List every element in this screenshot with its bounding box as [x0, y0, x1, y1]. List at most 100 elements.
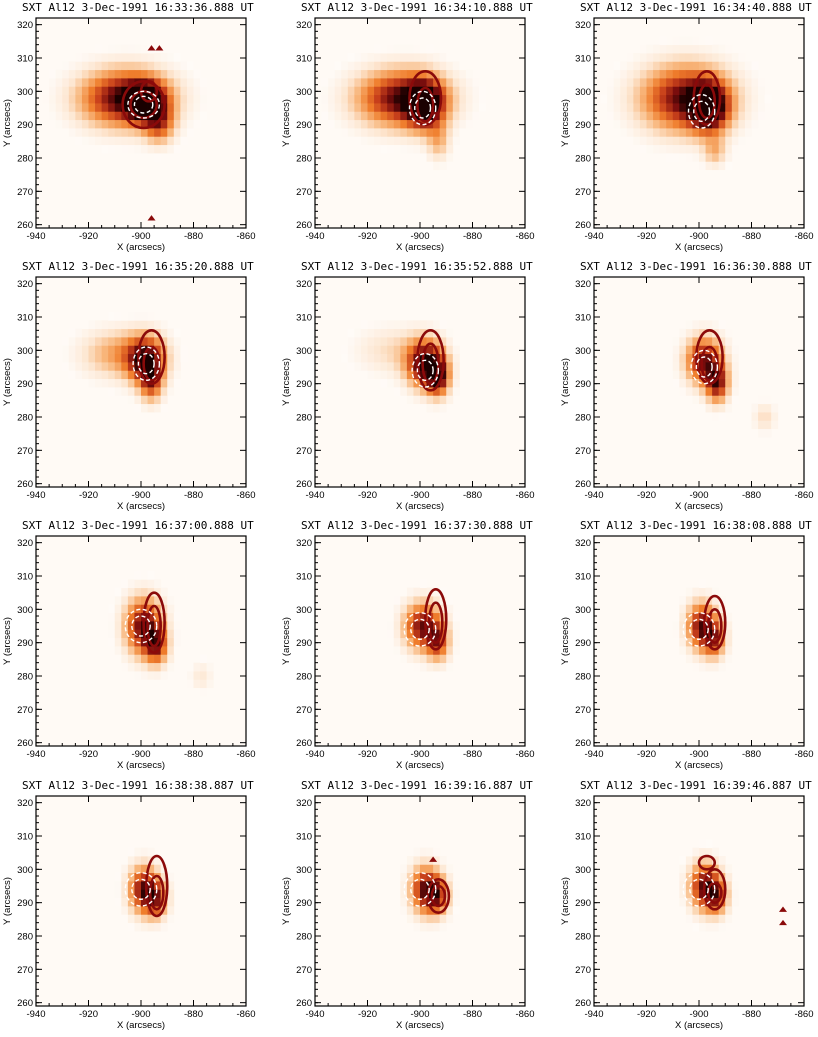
heat-pixel [426, 847, 434, 857]
heat-pixel [393, 111, 401, 121]
x-tick-label: -860 [794, 231, 813, 242]
heat-pixel [613, 78, 621, 87]
heat-pixel [672, 629, 680, 639]
peak-contour [682, 871, 716, 907]
heat-pixel [134, 94, 142, 104]
x-tick-label: -920 [79, 490, 98, 501]
heat-pixel [472, 86, 480, 96]
heat-pixel [160, 337, 168, 346]
y-tick-label: 260 [296, 220, 312, 231]
heat-pixel [705, 44, 713, 54]
heat-pixel [341, 103, 349, 112]
heat-pixel [718, 144, 726, 154]
heat-pixel [134, 646, 142, 655]
heat-pixel [42, 103, 50, 112]
heat-pixel [679, 370, 687, 380]
heat-pixel [413, 328, 421, 338]
heat-pixel [433, 61, 441, 71]
heat-pixel [653, 94, 661, 104]
heat-pixel [121, 53, 129, 62]
heat-pixel [141, 312, 148, 321]
panel-2: SXT Al12 3-Dec-1991 16:34:10.888 UT -940-… [279, 0, 551, 259]
heat-pixel [160, 403, 168, 413]
heat-pixel [420, 103, 427, 112]
heat-pixel [160, 872, 168, 882]
heat-pixel [712, 922, 720, 932]
heat-pixel [685, 78, 693, 87]
heat-pixel [393, 53, 401, 62]
heat-pixel [420, 922, 427, 932]
heat-pixel [95, 337, 103, 346]
heat-pixel [200, 86, 208, 96]
heat-pixel [633, 53, 641, 62]
panel-10-svg: SXT Al12 3-Dec-1991 16:38:38.887 UT-940-… [2, 779, 256, 1031]
heat-pixel [725, 864, 733, 874]
heat-pixel [101, 136, 109, 146]
heat-pixel [147, 345, 155, 355]
x-tick-label: -900 [689, 490, 708, 501]
heat-pixel [433, 922, 441, 932]
heat-pixel [88, 320, 96, 330]
heat-pixel [108, 337, 116, 346]
heat-pixel [653, 61, 661, 71]
heat-pixel [685, 847, 693, 857]
heat-pixel [679, 345, 687, 355]
heat-pixel [360, 353, 368, 363]
heat-pixel [420, 587, 427, 597]
y-tick-label: 310 [296, 832, 312, 843]
heat-pixel [452, 86, 460, 96]
heat-pixel [49, 78, 57, 87]
heat-pixel [62, 337, 70, 346]
peak-contour [124, 871, 158, 907]
heat-pixel [659, 144, 667, 154]
heat-pixel [413, 646, 421, 655]
heat-pixel [433, 353, 441, 363]
heat-pixel [699, 889, 706, 899]
heat-pixel [167, 69, 175, 79]
heat-pixel [426, 395, 434, 405]
heat-pixel [613, 119, 621, 129]
heat-pixel [160, 637, 168, 647]
heat-pixel [699, 914, 706, 924]
heat-pixel [173, 53, 181, 62]
panel-title: SXT Al12 3-Dec-1991 16:39:16.887 UT [301, 779, 533, 792]
y-tick-label: 300 [575, 605, 591, 616]
heat-pixel [413, 621, 421, 630]
heat-pixel [154, 345, 162, 355]
heat-pixel [738, 111, 746, 121]
heat-pixel [699, 36, 706, 46]
y-tick-label: 270 [17, 965, 33, 976]
heat-pixel [712, 128, 720, 137]
heat-pixel [725, 897, 733, 907]
heat-pixel [134, 671, 142, 680]
heat-pixel [433, 612, 441, 622]
heat-pixel [426, 161, 434, 171]
heat-pixel [725, 44, 733, 54]
heat-pixel [167, 654, 175, 664]
heat-pixel [160, 662, 168, 672]
panel-11-svg: SXT Al12 3-Dec-1991 16:39:16.887 UT-940-… [281, 779, 535, 1031]
heat-pixel [114, 378, 122, 388]
heat-pixel [167, 604, 175, 614]
peak-contour [689, 878, 709, 901]
heat-pixel [725, 337, 733, 346]
heat-pixel [666, 136, 674, 146]
heat-pixel [393, 362, 401, 371]
heat-pixel [186, 662, 194, 672]
heat-pixel [725, 353, 733, 363]
y-tick-label: 300 [296, 87, 312, 98]
heat-pixel [173, 94, 181, 104]
heat-pixel [712, 395, 720, 405]
heat-pixel [692, 136, 700, 146]
heat-pixel [679, 872, 687, 882]
x-tick-label: -940 [26, 749, 45, 760]
heat-pixel [121, 872, 129, 882]
heat-pixel [387, 612, 395, 622]
heat-pixel [420, 387, 427, 396]
y-tick-label: 300 [17, 865, 33, 876]
heat-pixel [380, 44, 388, 54]
panel-title: SXT Al12 3-Dec-1991 16:35:52.888 UT [301, 260, 533, 273]
x-tick-label: -940 [305, 490, 324, 501]
heat-pixel [95, 345, 103, 355]
heat-pixel [101, 128, 109, 137]
